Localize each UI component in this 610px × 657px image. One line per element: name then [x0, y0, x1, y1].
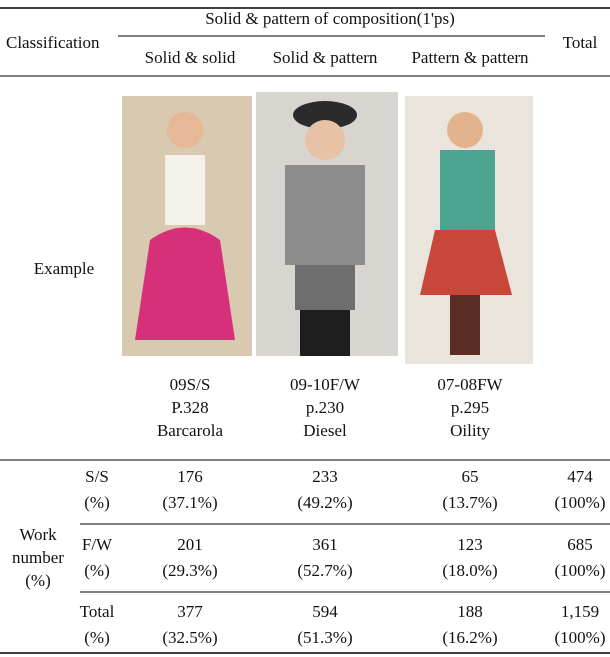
cell-value: 474 [567, 467, 593, 486]
cell-percent: (18.0%) [442, 561, 497, 580]
example-caption: Barcarola [157, 421, 224, 440]
header-column: Solid & pattern [273, 48, 378, 67]
header-group: Solid & pattern of composition(1'ps) [205, 9, 455, 28]
cell-percent: (49.2%) [297, 493, 352, 512]
cell-value: 188 [457, 602, 483, 621]
header-column: Pattern & pattern [411, 48, 529, 67]
cell-percent: (37.1%) [162, 493, 217, 512]
cell-percent: (52.7%) [297, 561, 352, 580]
row-unit: (%) [84, 561, 109, 580]
example-caption: 09-10F/W [290, 375, 361, 394]
example-caption: 07-08FW [437, 375, 503, 394]
cell-value: 65 [462, 467, 479, 486]
example-caption: Diesel [303, 421, 347, 440]
cell-percent: (13.7%) [442, 493, 497, 512]
example-label: Example [34, 259, 94, 278]
cell-value: 594 [312, 602, 338, 621]
cell-value: 233 [312, 467, 338, 486]
example-photo [256, 92, 398, 356]
cell-value: 685 [567, 535, 593, 554]
row-group-label: Work [19, 525, 57, 544]
cell-value: 1,159 [561, 602, 599, 621]
cell-percent: (100%) [555, 493, 606, 512]
example-caption: 09S/S [170, 375, 211, 394]
cell-percent: (100%) [555, 628, 606, 647]
cell-value: 123 [457, 535, 483, 554]
example-photo [405, 96, 533, 364]
cell-percent: (51.3%) [297, 628, 352, 647]
example-caption: P.328 [171, 398, 208, 417]
row-name: S/S [85, 467, 109, 486]
example-caption: p.295 [451, 398, 489, 417]
cell-value: 201 [177, 535, 203, 554]
example-photo [122, 96, 252, 356]
cell-percent: (100%) [555, 561, 606, 580]
row-name: F/W [82, 535, 113, 554]
cell-percent: (32.5%) [162, 628, 217, 647]
row-name: Total [80, 602, 115, 621]
row-group-label: number [12, 548, 64, 567]
cell-value: 176 [177, 467, 203, 486]
cell-value: 361 [312, 535, 338, 554]
row-group-label: (%) [25, 571, 50, 590]
header-column: Solid & solid [145, 48, 236, 67]
header-classification: Classification [6, 33, 100, 52]
example-caption: Oility [450, 421, 490, 440]
cell-percent: (16.2%) [442, 628, 497, 647]
cell-value: 377 [177, 602, 203, 621]
header-total: Total [563, 33, 598, 52]
row-unit: (%) [84, 628, 109, 647]
example-caption: p.230 [306, 398, 344, 417]
row-unit: (%) [84, 493, 109, 512]
cell-percent: (29.3%) [162, 561, 217, 580]
